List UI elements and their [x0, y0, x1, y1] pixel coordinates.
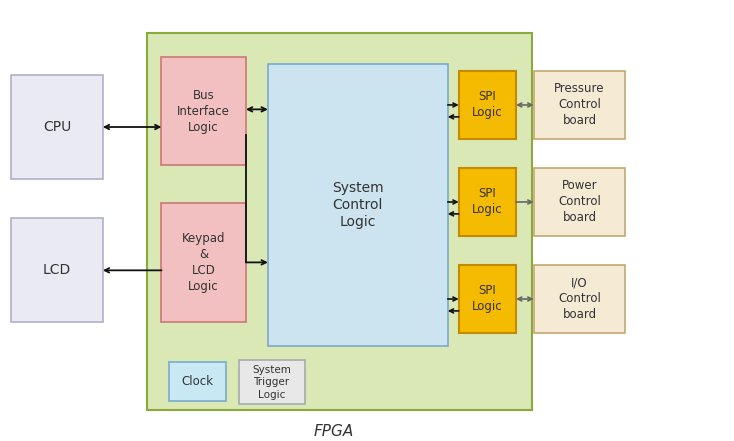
FancyArrowPatch shape: [518, 103, 531, 107]
Text: FPGA: FPGA: [314, 424, 354, 439]
Text: CPU: CPU: [43, 120, 71, 134]
Text: SPI
Logic: SPI Logic: [472, 187, 503, 216]
Text: SPI
Logic: SPI Logic: [472, 90, 503, 119]
Text: I/O
Control
board: I/O Control board: [558, 276, 601, 321]
Bar: [161, 203, 246, 322]
Bar: [459, 168, 516, 236]
Bar: [11, 218, 103, 322]
Bar: [459, 71, 516, 139]
Text: LCD: LCD: [43, 263, 71, 277]
Bar: [147, 33, 532, 410]
FancyArrowPatch shape: [518, 297, 531, 301]
Text: Clock: Clock: [181, 375, 214, 388]
FancyArrowPatch shape: [248, 107, 266, 112]
Bar: [534, 265, 625, 333]
Bar: [268, 64, 448, 346]
Text: Keypad
&
LCD
Logic: Keypad & LCD Logic: [182, 232, 225, 293]
FancyArrowPatch shape: [105, 268, 161, 273]
FancyArrowPatch shape: [516, 200, 531, 204]
Bar: [459, 265, 516, 333]
Bar: [534, 168, 625, 236]
Text: System
Control
Logic: System Control Logic: [332, 181, 384, 229]
Bar: [169, 362, 226, 401]
FancyArrowPatch shape: [450, 309, 459, 313]
FancyArrowPatch shape: [448, 297, 457, 301]
Bar: [161, 57, 246, 165]
Bar: [11, 75, 103, 179]
Bar: [534, 71, 625, 139]
Text: Pressure
Control
board: Pressure Control board: [554, 82, 605, 127]
Text: Bus
Interface
Logic: Bus Interface Logic: [177, 89, 230, 134]
FancyArrowPatch shape: [450, 212, 459, 216]
FancyArrowPatch shape: [448, 103, 457, 107]
FancyArrowPatch shape: [448, 200, 457, 204]
Text: System
Trigger
Logic: System Trigger Logic: [252, 365, 291, 400]
FancyArrowPatch shape: [246, 260, 266, 265]
FancyArrowPatch shape: [450, 115, 459, 119]
Text: Power
Control
board: Power Control board: [558, 179, 601, 224]
Text: SPI
Logic: SPI Logic: [472, 284, 503, 313]
FancyArrowPatch shape: [105, 125, 159, 129]
Bar: [239, 360, 305, 404]
